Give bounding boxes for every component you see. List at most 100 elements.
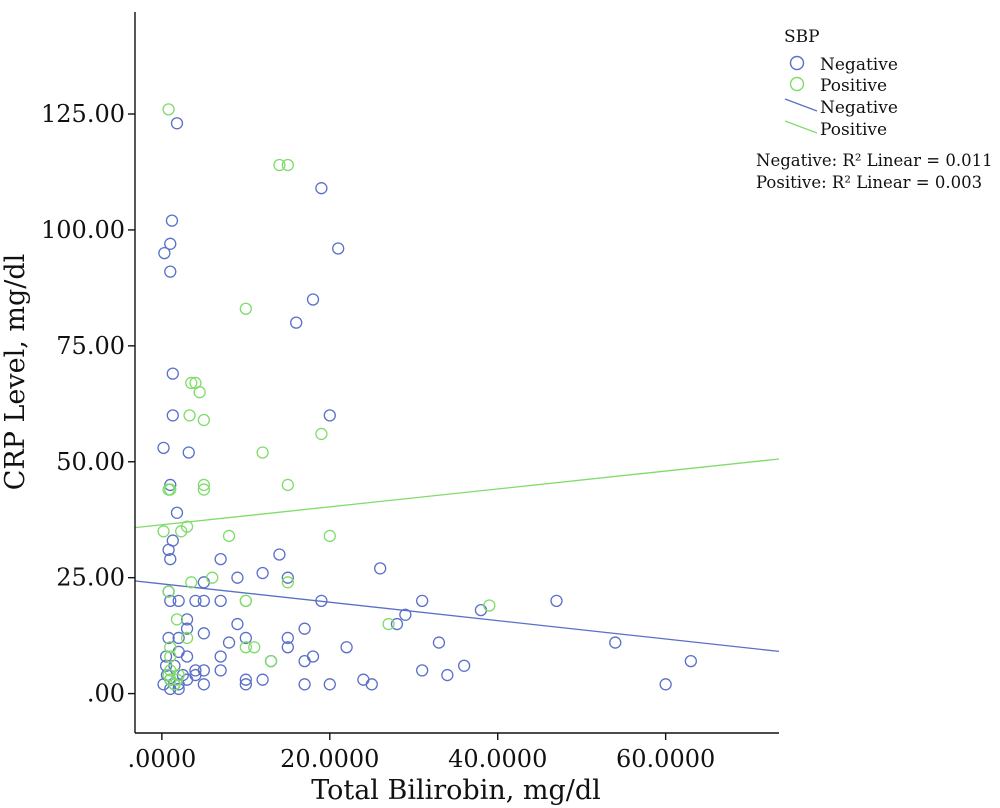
x-tick-label: 20.0000 bbox=[280, 745, 379, 773]
data-point-negative bbox=[365, 678, 378, 691]
data-point-positive bbox=[239, 302, 252, 315]
data-point-positive bbox=[197, 483, 211, 496]
data-point-positive bbox=[164, 650, 177, 663]
data-point-positive bbox=[162, 585, 175, 598]
legend-label-negative-marker: Negative bbox=[820, 55, 898, 75]
legend-title: SBP bbox=[784, 27, 820, 47]
data-point-positive bbox=[248, 641, 261, 654]
data-point-negative bbox=[166, 367, 179, 380]
legend-item-negative-line: Negative bbox=[784, 98, 898, 118]
legend: SBP Negative Positive Negative Positive … bbox=[756, 27, 993, 192]
data-point-negative bbox=[197, 678, 211, 691]
data-point-negative bbox=[684, 654, 697, 668]
data-point-negative bbox=[306, 293, 320, 306]
data-point-negative bbox=[214, 650, 227, 663]
data-point-negative bbox=[172, 594, 185, 608]
data-point-negative bbox=[166, 409, 179, 422]
data-point-negative bbox=[214, 664, 227, 677]
data-point-negative bbox=[315, 182, 328, 195]
data-point-negative bbox=[441, 668, 454, 682]
y-tick-label: .00 bbox=[87, 680, 125, 708]
legend-marker-negative bbox=[789, 55, 805, 71]
data-point-negative bbox=[432, 636, 446, 649]
fit-line-negative bbox=[135, 580, 779, 653]
data-point-negative bbox=[323, 678, 336, 691]
scatter-points bbox=[157, 103, 697, 696]
data-point-positive bbox=[164, 641, 177, 654]
data-point-negative bbox=[164, 594, 177, 608]
data-point-negative bbox=[340, 641, 353, 654]
data-point-positive bbox=[264, 654, 278, 668]
data-point-negative bbox=[239, 631, 252, 645]
r2-negative-label: Negative: R² Linear = 0.011 bbox=[756, 151, 993, 170]
data-point-negative bbox=[170, 117, 184, 130]
data-point-positive bbox=[185, 576, 198, 589]
data-point-negative bbox=[189, 668, 202, 682]
legend-line-negative bbox=[784, 98, 818, 112]
data-point-negative bbox=[416, 594, 429, 608]
data-point-positive bbox=[222, 529, 236, 543]
data-point-negative bbox=[189, 594, 202, 608]
data-point-positive bbox=[162, 103, 175, 116]
y-ticks: .00 25.00 50.00 75.00 100.00 125.00 bbox=[41, 100, 135, 708]
data-point-negative bbox=[298, 654, 311, 668]
data-point-negative bbox=[281, 631, 294, 645]
legend-item-negative-marker: Negative bbox=[789, 55, 898, 75]
r2-positive-label: Positive: R² Linear = 0.003 bbox=[756, 173, 982, 192]
data-point-negative bbox=[457, 659, 471, 672]
data-point-negative bbox=[231, 571, 244, 584]
data-point-negative bbox=[273, 548, 286, 561]
data-point-positive bbox=[256, 446, 269, 459]
data-point-positive bbox=[281, 478, 294, 492]
data-point-positive bbox=[197, 478, 211, 492]
data-point-negative bbox=[332, 242, 345, 255]
data-point-negative bbox=[416, 664, 429, 677]
legend-label-negative-line: Negative bbox=[820, 98, 898, 118]
data-point-negative bbox=[189, 664, 202, 677]
data-point-negative bbox=[290, 316, 303, 329]
legend-item-positive-line: Positive bbox=[784, 120, 887, 140]
legend-label-positive-line: Positive bbox=[820, 120, 887, 140]
data-point-positive bbox=[239, 641, 252, 654]
data-point-positive bbox=[164, 483, 177, 496]
x-tick-label: 60.0000 bbox=[616, 745, 715, 773]
data-point-negative bbox=[197, 594, 211, 608]
legend-label-positive-marker: Positive bbox=[820, 76, 887, 96]
legend-marker-positive bbox=[789, 76, 805, 92]
data-point-negative bbox=[157, 441, 170, 454]
data-point-negative bbox=[256, 566, 269, 580]
data-point-negative bbox=[180, 622, 194, 635]
data-point-positive bbox=[281, 576, 294, 589]
data-point-negative bbox=[182, 446, 195, 459]
data-point-negative bbox=[180, 650, 194, 663]
data-point-positive bbox=[382, 617, 395, 631]
fit-lines bbox=[135, 458, 779, 653]
data-point-negative bbox=[357, 673, 370, 686]
y-tick-label: 50.00 bbox=[56, 448, 125, 476]
data-point-positive bbox=[183, 409, 196, 422]
fit-line-positive bbox=[135, 458, 779, 529]
data-point-negative bbox=[298, 622, 311, 635]
data-point-positive bbox=[315, 427, 328, 441]
data-point-negative bbox=[298, 678, 311, 691]
data-point-negative bbox=[239, 673, 252, 686]
legend-line-positive bbox=[784, 120, 818, 134]
data-point-positive bbox=[323, 529, 336, 543]
data-point-negative bbox=[239, 678, 252, 691]
legend-item-positive-marker: Positive bbox=[789, 76, 887, 96]
data-point-positive bbox=[193, 386, 206, 399]
data-point-negative bbox=[180, 613, 194, 626]
data-point-negative bbox=[315, 594, 328, 608]
data-point-negative bbox=[214, 594, 227, 608]
data-point-negative bbox=[256, 673, 269, 686]
data-point-negative bbox=[197, 664, 211, 677]
data-point-positive bbox=[483, 599, 496, 612]
data-point-negative bbox=[162, 543, 175, 557]
data-point-negative bbox=[197, 627, 211, 640]
data-point-negative bbox=[214, 552, 227, 566]
data-point-positive bbox=[180, 520, 194, 533]
x-ticks: .0000 20.0000 40.0000 60.0000 bbox=[128, 733, 715, 773]
data-point-positive bbox=[185, 376, 198, 390]
y-tick-label: 75.00 bbox=[56, 332, 125, 360]
